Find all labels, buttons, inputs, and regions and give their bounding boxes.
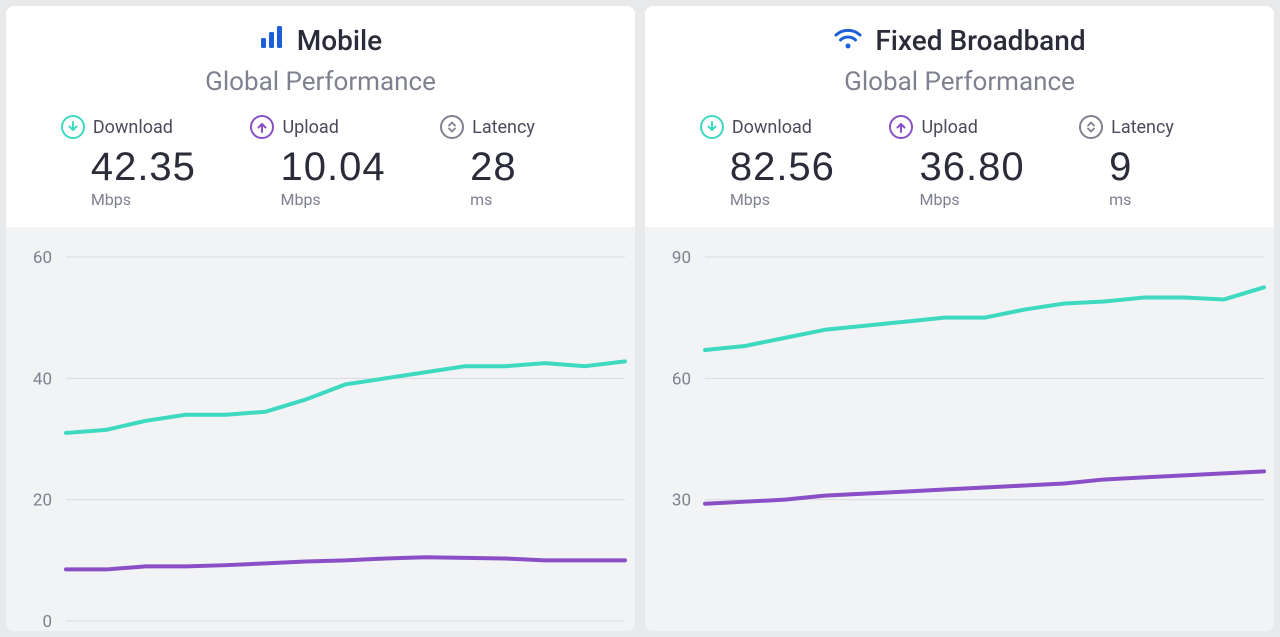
metric-latency: Latency 9 ms bbox=[1079, 115, 1219, 209]
panel-title-row: Mobile bbox=[259, 24, 382, 57]
metric-download: Download 82.56 Mbps bbox=[700, 115, 840, 209]
svg-text:20: 20 bbox=[33, 491, 52, 511]
metric-label: Latency bbox=[1111, 117, 1174, 138]
metric-download: Download 42.35 Mbps bbox=[61, 115, 201, 209]
metric-unit: Mbps bbox=[919, 190, 959, 209]
panel-title: Mobile bbox=[297, 24, 382, 57]
metric-value: 36.80 bbox=[919, 145, 1024, 190]
metric-value: 42.35 bbox=[91, 145, 196, 190]
metric-value: 9 bbox=[1109, 145, 1132, 190]
chart-svg: 0 20 40 60 bbox=[6, 247, 635, 631]
wifi-icon bbox=[833, 24, 863, 57]
chart-mobile: 0 20 40 60 bbox=[6, 227, 635, 631]
metric-value: 10.04 bbox=[280, 145, 385, 190]
metric-upload: Upload 36.80 Mbps bbox=[889, 115, 1029, 209]
metric-unit: Mbps bbox=[91, 190, 131, 209]
latency-icon bbox=[440, 115, 464, 139]
metric-label-row: Latency bbox=[440, 115, 535, 139]
metric-value: 28 bbox=[470, 145, 517, 190]
chart-svg: 30 60 90 bbox=[645, 247, 1274, 631]
panel-fixed: Fixed Broadband Global Performance Downl… bbox=[645, 6, 1274, 631]
metric-label-row: Download bbox=[700, 115, 812, 139]
latency-icon bbox=[1079, 115, 1103, 139]
download-icon bbox=[700, 115, 724, 139]
panel-header: Fixed Broadband Global Performance bbox=[645, 6, 1274, 111]
metric-unit: ms bbox=[470, 190, 492, 209]
panel-subtitle: Global Performance bbox=[205, 67, 436, 97]
upload-icon bbox=[889, 115, 913, 139]
metric-label-row: Upload bbox=[250, 115, 338, 139]
metric-unit: ms bbox=[1109, 190, 1131, 209]
metric-label-row: Download bbox=[61, 115, 173, 139]
metrics-row: Download 42.35 Mbps Upload 10.04 Mbps bbox=[6, 111, 635, 227]
metric-latency: Latency 28 ms bbox=[440, 115, 580, 209]
metric-label: Download bbox=[93, 117, 173, 138]
download-icon bbox=[61, 115, 85, 139]
metric-unit: Mbps bbox=[280, 190, 320, 209]
metric-label: Latency bbox=[472, 117, 535, 138]
svg-text:40: 40 bbox=[33, 369, 52, 389]
panel-mobile: Mobile Global Performance Download 42.35… bbox=[6, 6, 635, 631]
svg-text:90: 90 bbox=[672, 248, 691, 268]
metric-label: Upload bbox=[282, 117, 338, 138]
panel-title: Fixed Broadband bbox=[875, 24, 1085, 57]
bars-icon bbox=[259, 24, 285, 57]
svg-text:0: 0 bbox=[42, 612, 52, 631]
svg-text:30: 30 bbox=[672, 491, 691, 511]
metrics-row: Download 82.56 Mbps Upload 36.80 Mbps bbox=[645, 111, 1274, 227]
panel-subtitle: Global Performance bbox=[844, 67, 1075, 97]
metric-label-row: Upload bbox=[889, 115, 977, 139]
metric-label: Download bbox=[732, 117, 812, 138]
svg-text:60: 60 bbox=[33, 248, 52, 268]
metric-unit: Mbps bbox=[730, 190, 770, 209]
chart-fixed: 30 60 90 bbox=[645, 227, 1274, 631]
metric-label-row: Latency bbox=[1079, 115, 1174, 139]
panel-title-row: Fixed Broadband bbox=[833, 24, 1085, 57]
metric-label: Upload bbox=[921, 117, 977, 138]
svg-text:60: 60 bbox=[672, 369, 691, 389]
metric-value: 82.56 bbox=[730, 145, 835, 190]
metric-upload: Upload 10.04 Mbps bbox=[250, 115, 390, 209]
upload-icon bbox=[250, 115, 274, 139]
panel-header: Mobile Global Performance bbox=[6, 6, 635, 111]
